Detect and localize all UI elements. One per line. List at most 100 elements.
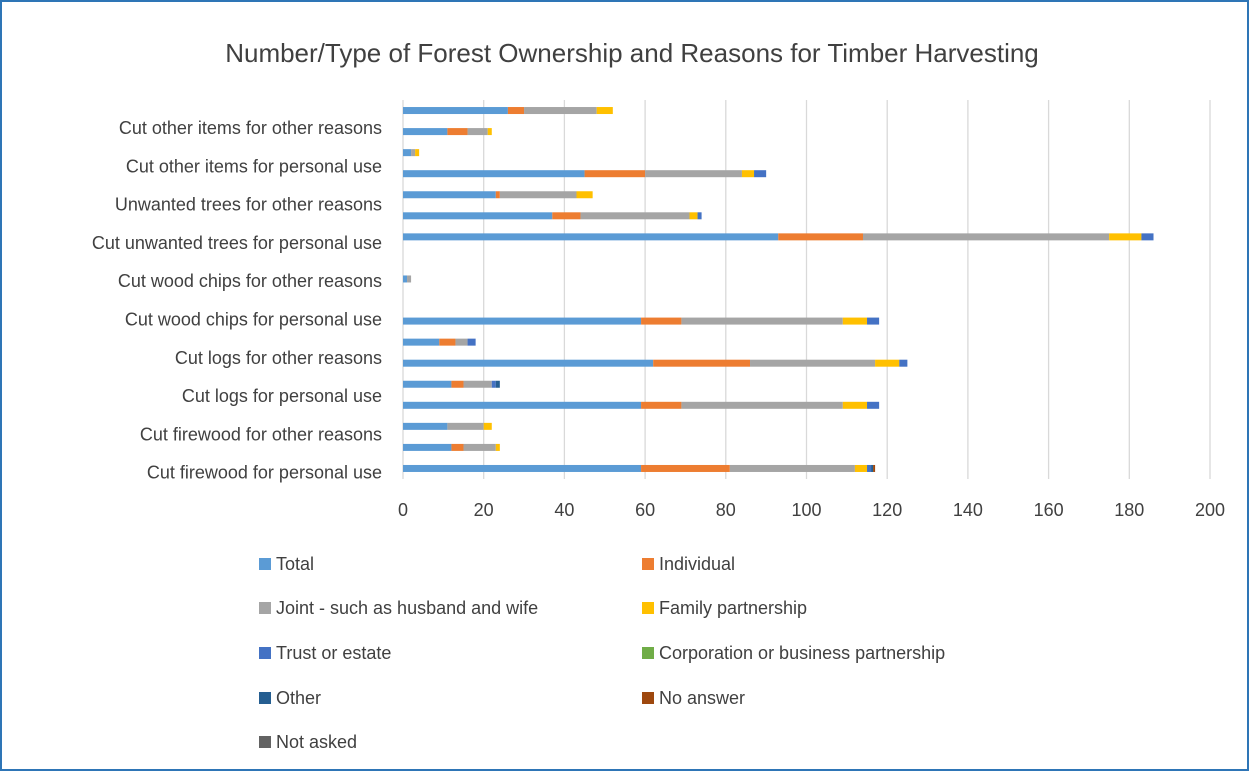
bar-13-trust-or-estate (491, 380, 496, 388)
legend-label: Corporation or business partnership (659, 643, 945, 663)
x-tick-label: 100 (791, 500, 821, 520)
bar-5-trust-or-estate (697, 212, 702, 220)
bar-0-joint-such-as-husband-and-wife (524, 107, 597, 115)
category-label: Cut other items for other reasons (119, 118, 382, 138)
legend-label: Total (276, 554, 314, 574)
category-label: Cut wood chips for personal use (125, 310, 382, 330)
bar-10-family-partnership (842, 317, 868, 325)
bar-13-total (403, 380, 452, 388)
category-label: Unwanted trees for other reasons (115, 195, 382, 215)
bar-12-total (403, 359, 654, 367)
bar-3-family-partnership (741, 170, 755, 178)
category-labels: Cut other items for other reasons Cut oth… (92, 118, 382, 483)
bar-15-joint-such-as-husband-and-wife (447, 422, 484, 430)
category-label: Cut logs for personal use (182, 386, 382, 406)
bar-2-total (403, 149, 412, 157)
bar-3-total (403, 170, 585, 178)
legend-item: Total (259, 554, 314, 574)
bar-14-total (403, 401, 642, 409)
bar-4-total (403, 191, 496, 199)
category-label: Cut logs for other reasons (175, 348, 382, 368)
bar-2-family-partnership (415, 149, 420, 157)
legend-swatch (259, 647, 271, 659)
legend-item: Joint - such as husband and wife (259, 598, 538, 618)
chart-title: Number/Type of Forest Ownership and Reas… (225, 38, 1039, 68)
legend-swatch (642, 692, 654, 704)
x-tick-label: 40 (554, 500, 574, 520)
bar-10-trust-or-estate (867, 317, 880, 325)
bar-14-family-partnership (842, 401, 868, 409)
bar-5-family-partnership (689, 212, 698, 220)
bar-11-total (403, 338, 440, 346)
x-tick-label: 160 (1034, 500, 1064, 520)
legend-swatch (642, 602, 654, 614)
bar-13-joint-such-as-husband-and-wife (463, 380, 492, 388)
bar-13-individual (451, 380, 464, 388)
bar-0-total (403, 107, 508, 115)
bar-15-family-partnership (483, 422, 492, 430)
bar-6-family-partnership (1109, 233, 1142, 241)
legend-item: Individual (642, 554, 735, 574)
bar-12-trust-or-estate (899, 359, 908, 367)
legend-swatch (259, 736, 271, 748)
x-tick-label: 180 (1114, 500, 1144, 520)
bars (403, 107, 1154, 472)
legend-label: Individual (659, 554, 735, 574)
legend-item: Family partnership (642, 598, 807, 618)
bar-17-trust-or-estate (867, 464, 872, 472)
x-tick-label: 140 (953, 500, 983, 520)
bar-17-family-partnership (854, 464, 868, 472)
bar-13-other (495, 380, 500, 388)
bar-1-individual (447, 128, 468, 136)
legend-label: Other (276, 688, 321, 708)
bar-6-total (403, 233, 779, 241)
bar-16-individual (451, 443, 464, 451)
bar-16-joint-such-as-husband-and-wife (463, 443, 496, 451)
legend-swatch (642, 558, 654, 570)
legend-swatch (642, 647, 654, 659)
bar-11-individual (439, 338, 456, 346)
bar-17-joint-such-as-husband-and-wife (729, 464, 855, 472)
x-tick-label: 20 (474, 500, 494, 520)
bar-0-individual (507, 107, 525, 115)
bar-14-joint-such-as-husband-and-wife (681, 401, 843, 409)
x-tick-label: 200 (1195, 500, 1225, 520)
bar-17-individual (641, 464, 730, 472)
bar-3-trust-or-estate (754, 170, 767, 178)
bar-1-family-partnership (487, 128, 492, 136)
bar-0-family-partnership (596, 107, 613, 115)
legend-item: No answer (642, 688, 745, 708)
bar-4-family-partnership (576, 191, 593, 199)
category-label: Cut unwanted trees for personal use (92, 233, 382, 253)
bar-2-joint-such-as-husband-and-wife (411, 149, 416, 157)
bar-5-individual (552, 212, 581, 220)
bar-14-individual (641, 401, 682, 409)
bar-5-total (403, 212, 553, 220)
category-label: Cut wood chips for other reasons (118, 271, 382, 291)
bar-6-joint-such-as-husband-and-wife (862, 233, 1110, 241)
bar-5-joint-such-as-husband-and-wife (580, 212, 690, 220)
bar-1-joint-such-as-husband-and-wife (467, 128, 488, 136)
bar-3-individual (584, 170, 646, 178)
bar-15-total (403, 422, 448, 430)
category-label: Cut other items for personal use (126, 156, 382, 176)
legend-label: Family partnership (659, 598, 807, 618)
bar-17-total (403, 464, 642, 472)
legend-swatch (259, 558, 271, 570)
bar-11-trust-or-estate (467, 338, 476, 346)
category-label: Cut firewood for personal use (147, 463, 382, 483)
category-label: Cut firewood for other reasons (140, 424, 382, 444)
bar-3-joint-such-as-husband-and-wife (645, 170, 742, 178)
legend-label: Joint - such as husband and wife (276, 598, 538, 618)
legend: Total Individual Joint - such as husband a… (259, 554, 945, 752)
bar-6-trust-or-estate (1141, 233, 1154, 241)
bar-17-no-answer (873, 464, 876, 472)
bar-10-individual (641, 317, 682, 325)
x-tick-label: 80 (716, 500, 736, 520)
legend-item: Corporation or business partnership (642, 643, 945, 663)
bar-4-joint-such-as-husband-and-wife (499, 191, 577, 199)
bar-12-individual (653, 359, 751, 367)
x-tick-label: 60 (635, 500, 655, 520)
